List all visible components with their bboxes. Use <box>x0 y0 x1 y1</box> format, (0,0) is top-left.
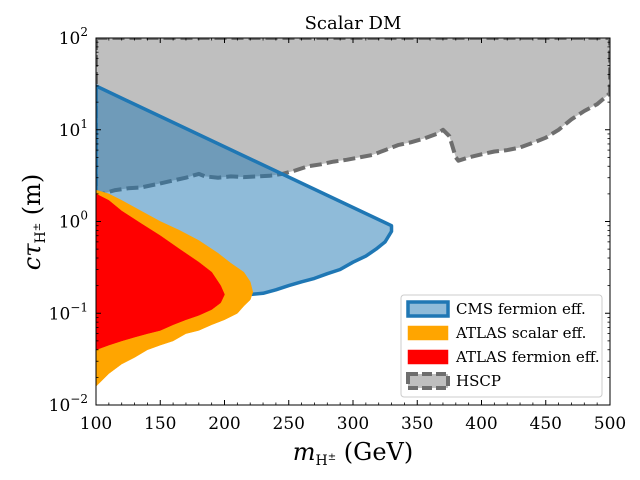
y-tick-label: 10−1 <box>49 300 88 324</box>
y-tick-label: 101 <box>59 117 88 141</box>
y-tick-label: 102 <box>59 25 88 49</box>
x-axis-label: mH± (GeV) <box>293 438 413 469</box>
legend-label-atlas-fermion-eff: ATLAS fermion eff. <box>455 348 600 366</box>
x-tick-label: 400 <box>465 414 497 434</box>
x-tick-label: 450 <box>530 414 562 434</box>
legend-label-atlas-scalar-eff: ATLAS scalar eff. <box>455 324 586 342</box>
x-tick-label: 300 <box>337 414 369 434</box>
x-tick-label: 200 <box>208 414 240 434</box>
legend-swatch-cms-fermion-eff <box>406 300 450 318</box>
y-axis-label: cτH± (m) <box>18 174 49 270</box>
x-tick-label: 500 <box>594 414 626 434</box>
x-tick-label: 150 <box>144 414 176 434</box>
legend-frame <box>400 294 603 398</box>
axes-layer: 100 150 200 250 300 350 400 450 500 10−2 10−1 100 10… <box>49 25 627 434</box>
legend-swatch-hscp <box>406 372 450 390</box>
legend-label-hscp: HSCP <box>456 372 501 390</box>
legend-swatch-atlas-scalar-eff <box>407 325 449 341</box>
x-tick-label: 250 <box>273 414 305 434</box>
x-tick-label: 100 <box>80 414 112 434</box>
chart-title: Scalar DM <box>305 13 402 34</box>
area-atlas-fermion-eff <box>96 193 225 351</box>
legend-swatch-atlas-fermion-eff <box>407 349 449 365</box>
y-tick-label: 100 <box>59 209 88 233</box>
legend: CMS fermion eff. ATLAS scalar eff. ATLAS f… <box>400 294 603 398</box>
legend-label-cms-fermion-eff: CMS fermion eff. <box>456 300 586 318</box>
y-tick-label: 10−2 <box>49 392 88 416</box>
series-layer <box>96 38 610 387</box>
x-tick-label: 350 <box>401 414 433 434</box>
